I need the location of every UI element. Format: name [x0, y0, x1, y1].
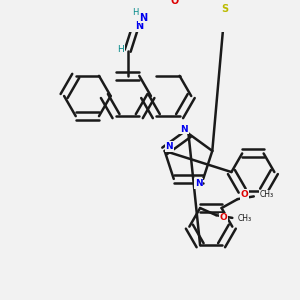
Text: N: N — [139, 13, 147, 23]
Text: CH₃: CH₃ — [238, 214, 252, 223]
Text: H: H — [133, 8, 139, 17]
Text: CH₃: CH₃ — [259, 190, 273, 199]
Text: N: N — [195, 179, 202, 188]
Text: O: O — [220, 213, 227, 222]
Text: N: N — [135, 21, 143, 31]
Text: O: O — [171, 0, 179, 6]
Text: N: N — [180, 124, 188, 134]
Text: H: H — [117, 44, 124, 53]
Text: O: O — [241, 190, 249, 199]
Text: S: S — [222, 4, 229, 14]
Text: N: N — [165, 142, 173, 151]
